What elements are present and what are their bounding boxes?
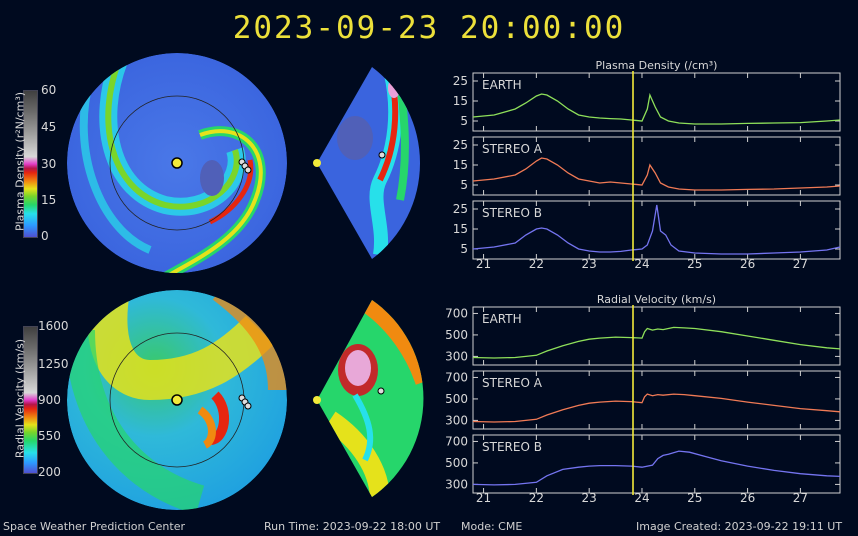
earth-marker <box>378 151 386 159</box>
density-tick: 45 <box>41 120 57 134</box>
footer-created: Image Created: 2023-09-22 19:11 UT <box>636 520 843 533</box>
series-line-earth <box>472 92 841 125</box>
velocity-tick: 200 <box>38 465 61 479</box>
panel-label: STEREO A <box>482 376 543 390</box>
density-wedge <box>317 67 421 259</box>
chart-title: Plasma Density (/cm³) <box>596 59 718 72</box>
earth-marker <box>377 387 385 395</box>
x-tick-label: 27 <box>793 491 808 505</box>
x-tick-label: 24 <box>634 491 649 505</box>
panel-label: STEREO B <box>482 440 542 454</box>
y-tick-label: 700 <box>445 434 468 448</box>
time-series-charts: Plasma Density (/cm³) 5 15 25 EARTH 5 15 25 STER… <box>445 59 841 505</box>
x-tick-label: 24 <box>634 257 649 271</box>
density-tick: 60 <box>41 83 57 97</box>
velocity-tick: 1250 <box>38 357 69 371</box>
y-tick-label: 500 <box>445 456 468 470</box>
sun-marker <box>171 394 183 406</box>
series-line-stereo-b <box>472 204 841 255</box>
x-tick-label: 25 <box>687 257 702 271</box>
velocity-tick: 550 <box>38 429 61 443</box>
series-line-earth <box>472 326 841 359</box>
y-tick-label: 300 <box>445 349 468 363</box>
y-tick-label: 300 <box>445 477 468 491</box>
footer-center: Space Weather Prediction Center <box>3 520 185 533</box>
y-tick-label: 500 <box>445 328 468 342</box>
y-tick-label: 25 <box>453 74 468 88</box>
panel-label: EARTH <box>482 78 522 92</box>
footer-runtime: Run Time: 2023-09-22 18:00 UT <box>264 520 441 533</box>
y-tick-label: 700 <box>445 370 468 384</box>
x-tick-label: 26 <box>740 257 755 271</box>
velocity-tick: 900 <box>38 393 61 407</box>
density-tick: 30 <box>41 157 57 171</box>
plot-frame <box>472 306 841 366</box>
model-maps <box>67 53 424 510</box>
x-tick-label: 23 <box>582 257 597 271</box>
stereo-b-marker <box>244 166 252 174</box>
series-line-stereo-a <box>472 393 841 423</box>
plot-frame <box>472 434 841 494</box>
density-tick: 0 <box>41 229 49 243</box>
sun-marker <box>171 157 183 169</box>
x-tick-label: 25 <box>687 491 702 505</box>
y-tick-label: 15 <box>453 222 468 236</box>
panel-label: STEREO A <box>482 142 543 156</box>
x-tick-label: 21 <box>476 491 491 505</box>
series-line-stereo-a <box>472 157 841 191</box>
series-line-stereo-b <box>472 450 841 486</box>
x-tick-label: 26 <box>740 491 755 505</box>
footer-mode: Mode: CME <box>461 520 523 533</box>
plot-frame <box>472 200 841 260</box>
velocity-tick: 1600 <box>38 319 69 333</box>
y-tick-label: 5 <box>460 242 468 256</box>
timestamp-title: 2023-09-23 20:00:00 <box>232 10 626 46</box>
y-tick-label: 15 <box>453 94 468 108</box>
velocity-colorbar <box>23 326 38 474</box>
y-tick-label: 500 <box>445 392 468 406</box>
plot-frame <box>472 136 841 196</box>
x-tick-label: 21 <box>476 257 491 271</box>
panel-label: EARTH <box>482 312 522 326</box>
y-tick-label: 5 <box>460 178 468 192</box>
plot-frame <box>472 72 841 132</box>
x-tick-label: 23 <box>582 491 597 505</box>
x-tick-label: 27 <box>793 257 808 271</box>
panel-label: STEREO B <box>482 206 542 220</box>
x-tick-label: 22 <box>529 257 544 271</box>
plot-frame <box>472 370 841 430</box>
density-colorbar <box>23 90 38 238</box>
y-tick-label: 700 <box>445 306 468 320</box>
stereo-b-marker <box>244 402 252 410</box>
velocity-wedge <box>317 300 424 497</box>
density-tick: 15 <box>41 193 57 207</box>
y-tick-label: 25 <box>453 138 468 152</box>
chart-title: Radial Velocity (km/s) <box>597 293 716 306</box>
x-tick-label: 22 <box>529 491 544 505</box>
y-tick-label: 25 <box>453 202 468 216</box>
y-tick-label: 300 <box>445 413 468 427</box>
y-tick-label: 15 <box>453 158 468 172</box>
y-tick-label: 5 <box>460 114 468 128</box>
